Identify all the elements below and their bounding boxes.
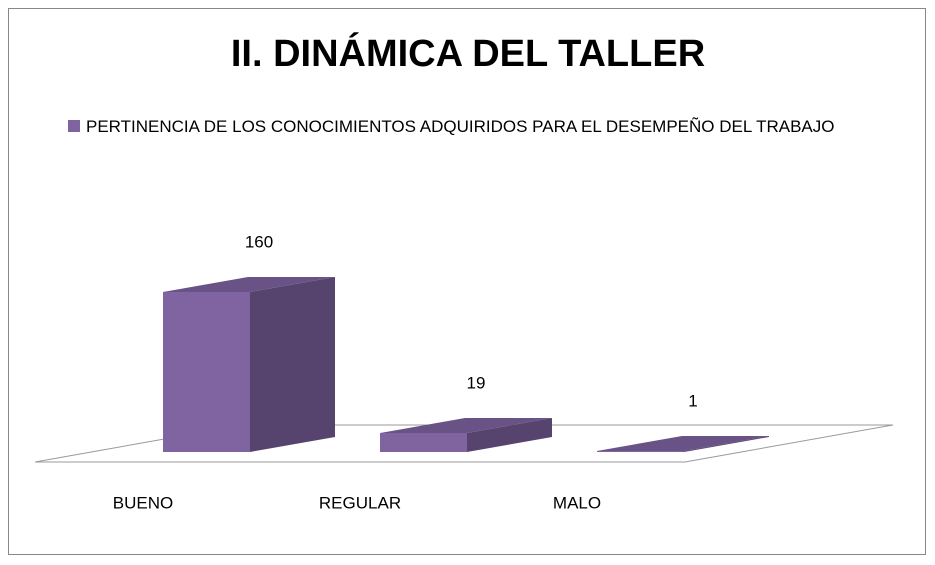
data-label: 19 [467,373,486,392]
bar-front [597,451,684,452]
chart-title: II. DINÁMICA DEL TALLER [231,31,705,75]
bar [380,418,552,452]
bar [163,277,335,452]
bar-top [597,436,769,451]
bar-front [163,292,250,452]
bar-front [380,433,467,452]
bar-top [163,277,335,292]
data-label: 160 [245,232,273,251]
bar-side [250,277,335,452]
data-label: 1 [688,391,697,410]
bar-top [380,418,552,433]
legend-key [68,120,80,132]
bar [597,436,769,452]
legend: PERTINENCIA DE LOS CONOCIMIENTOS ADQUIRI… [68,112,868,142]
x-tick-label: MALO [553,493,601,512]
legend-label: PERTINENCIA DE LOS CONOCIMIENTOS ADQUIRI… [86,117,835,136]
x-tick-label: REGULAR [319,493,401,512]
bar-side [684,436,769,452]
bar-side [467,418,552,452]
x-tick-label: BUENO [113,493,173,512]
chart-border [8,8,926,555]
